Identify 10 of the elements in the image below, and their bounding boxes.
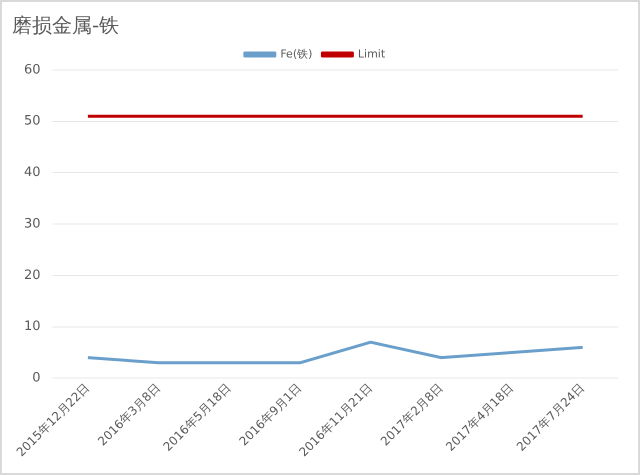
chart-title: 磨损金属-铁 xyxy=(12,13,120,38)
legend-label: Fe(铁) xyxy=(280,47,312,60)
y-tick-label: 50 xyxy=(24,114,41,129)
y-tick-label: 30 xyxy=(24,216,41,232)
y-tick-label: 60 xyxy=(24,62,41,78)
legend-label: Limit xyxy=(358,47,386,60)
y-tick-label: 10 xyxy=(24,319,41,334)
y-tick-label: 0 xyxy=(32,370,41,386)
y-tick-label: 20 xyxy=(24,268,41,283)
y-tick-label: 40 xyxy=(24,165,41,180)
